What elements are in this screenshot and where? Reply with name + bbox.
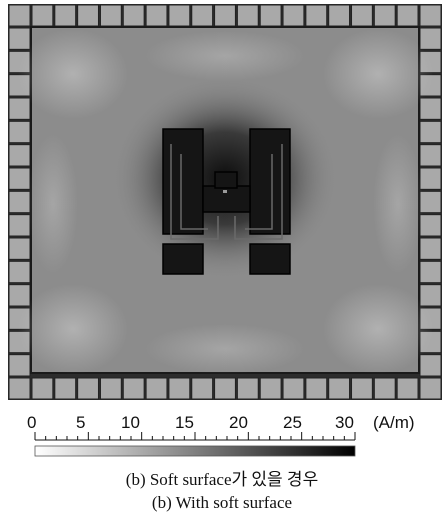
border-tile [236, 4, 259, 27]
border-tile [168, 4, 191, 27]
border-tile [282, 377, 305, 400]
border-tile [396, 4, 419, 27]
antenna-feed-lines [170, 144, 283, 240]
border-tile [122, 377, 145, 400]
border-tile [31, 4, 54, 27]
border-tile [305, 377, 328, 400]
border-tile [419, 354, 442, 377]
colorbar [34, 432, 356, 457]
border-tile [145, 377, 168, 400]
border-tile [419, 284, 442, 307]
colorbar-tick-label: 30 [335, 413, 354, 432]
border-tile [259, 4, 282, 27]
border-tile [8, 237, 31, 260]
colorbar-tick-label: 20 [229, 413, 248, 432]
border-tile [122, 4, 145, 27]
border-tile [8, 377, 31, 400]
border-tile [259, 377, 282, 400]
border-tile [373, 4, 396, 27]
border-tile [373, 377, 396, 400]
antenna-structure [162, 128, 291, 275]
border-tile [8, 214, 31, 237]
border-tile [328, 4, 351, 27]
border-tile [8, 120, 31, 144]
border-tile [8, 354, 31, 377]
border-tile [8, 144, 31, 167]
border-tile [145, 4, 168, 27]
border-tile [191, 377, 214, 400]
colorbar-tick-label: 10 [121, 413, 140, 432]
border-tile [396, 377, 419, 400]
border-tile [351, 4, 373, 27]
border-tile [328, 377, 351, 400]
colorbar-tick-label: 0 [27, 413, 37, 432]
colorbar-tick-marks [34, 432, 356, 440]
feed-point [223, 190, 227, 193]
border-tile [236, 377, 259, 400]
figure-caption-english: (b) With soft surface [151, 493, 293, 512]
border-tile [8, 97, 31, 120]
border-tile [419, 377, 442, 400]
border-tile [419, 120, 442, 144]
border-tile [351, 377, 373, 400]
border-tile [419, 27, 442, 50]
border-tile [419, 97, 442, 120]
field-magnitude-plot [8, 4, 442, 400]
border-tile [54, 4, 77, 27]
border-tile [419, 167, 442, 190]
colorbar-tick-label: 25 [283, 413, 302, 432]
border-tile [214, 4, 236, 27]
border-tile [8, 27, 31, 50]
border-tile [168, 377, 191, 400]
colorbar-tick-label: 15 [175, 413, 194, 432]
border-tile [77, 4, 99, 27]
border-tile [99, 4, 122, 27]
border-tile [8, 284, 31, 307]
border-tile [77, 377, 99, 400]
border-tile [54, 377, 77, 400]
border-tile [419, 237, 442, 260]
border-tile [419, 260, 442, 284]
border-tile [214, 377, 236, 400]
colorbar-gradient-bar [34, 445, 356, 457]
border-tile [282, 4, 305, 27]
border-tile [99, 377, 122, 400]
border-tile [8, 260, 31, 284]
border-tile [31, 377, 54, 400]
border-tile [305, 4, 328, 27]
border-tile [419, 190, 442, 214]
border-tile [419, 214, 442, 237]
border-tile [8, 167, 31, 190]
colorbar-unit-label: (A/m) [373, 413, 415, 432]
border-tile [419, 144, 442, 167]
border-tile [8, 190, 31, 214]
figure-caption-korean: (b) Soft surface가 있을 경우 [125, 470, 319, 489]
border-tile [8, 4, 31, 27]
colorbar-tick-label: 5 [76, 413, 86, 432]
border-tile [419, 4, 442, 27]
border-tile [191, 4, 214, 27]
